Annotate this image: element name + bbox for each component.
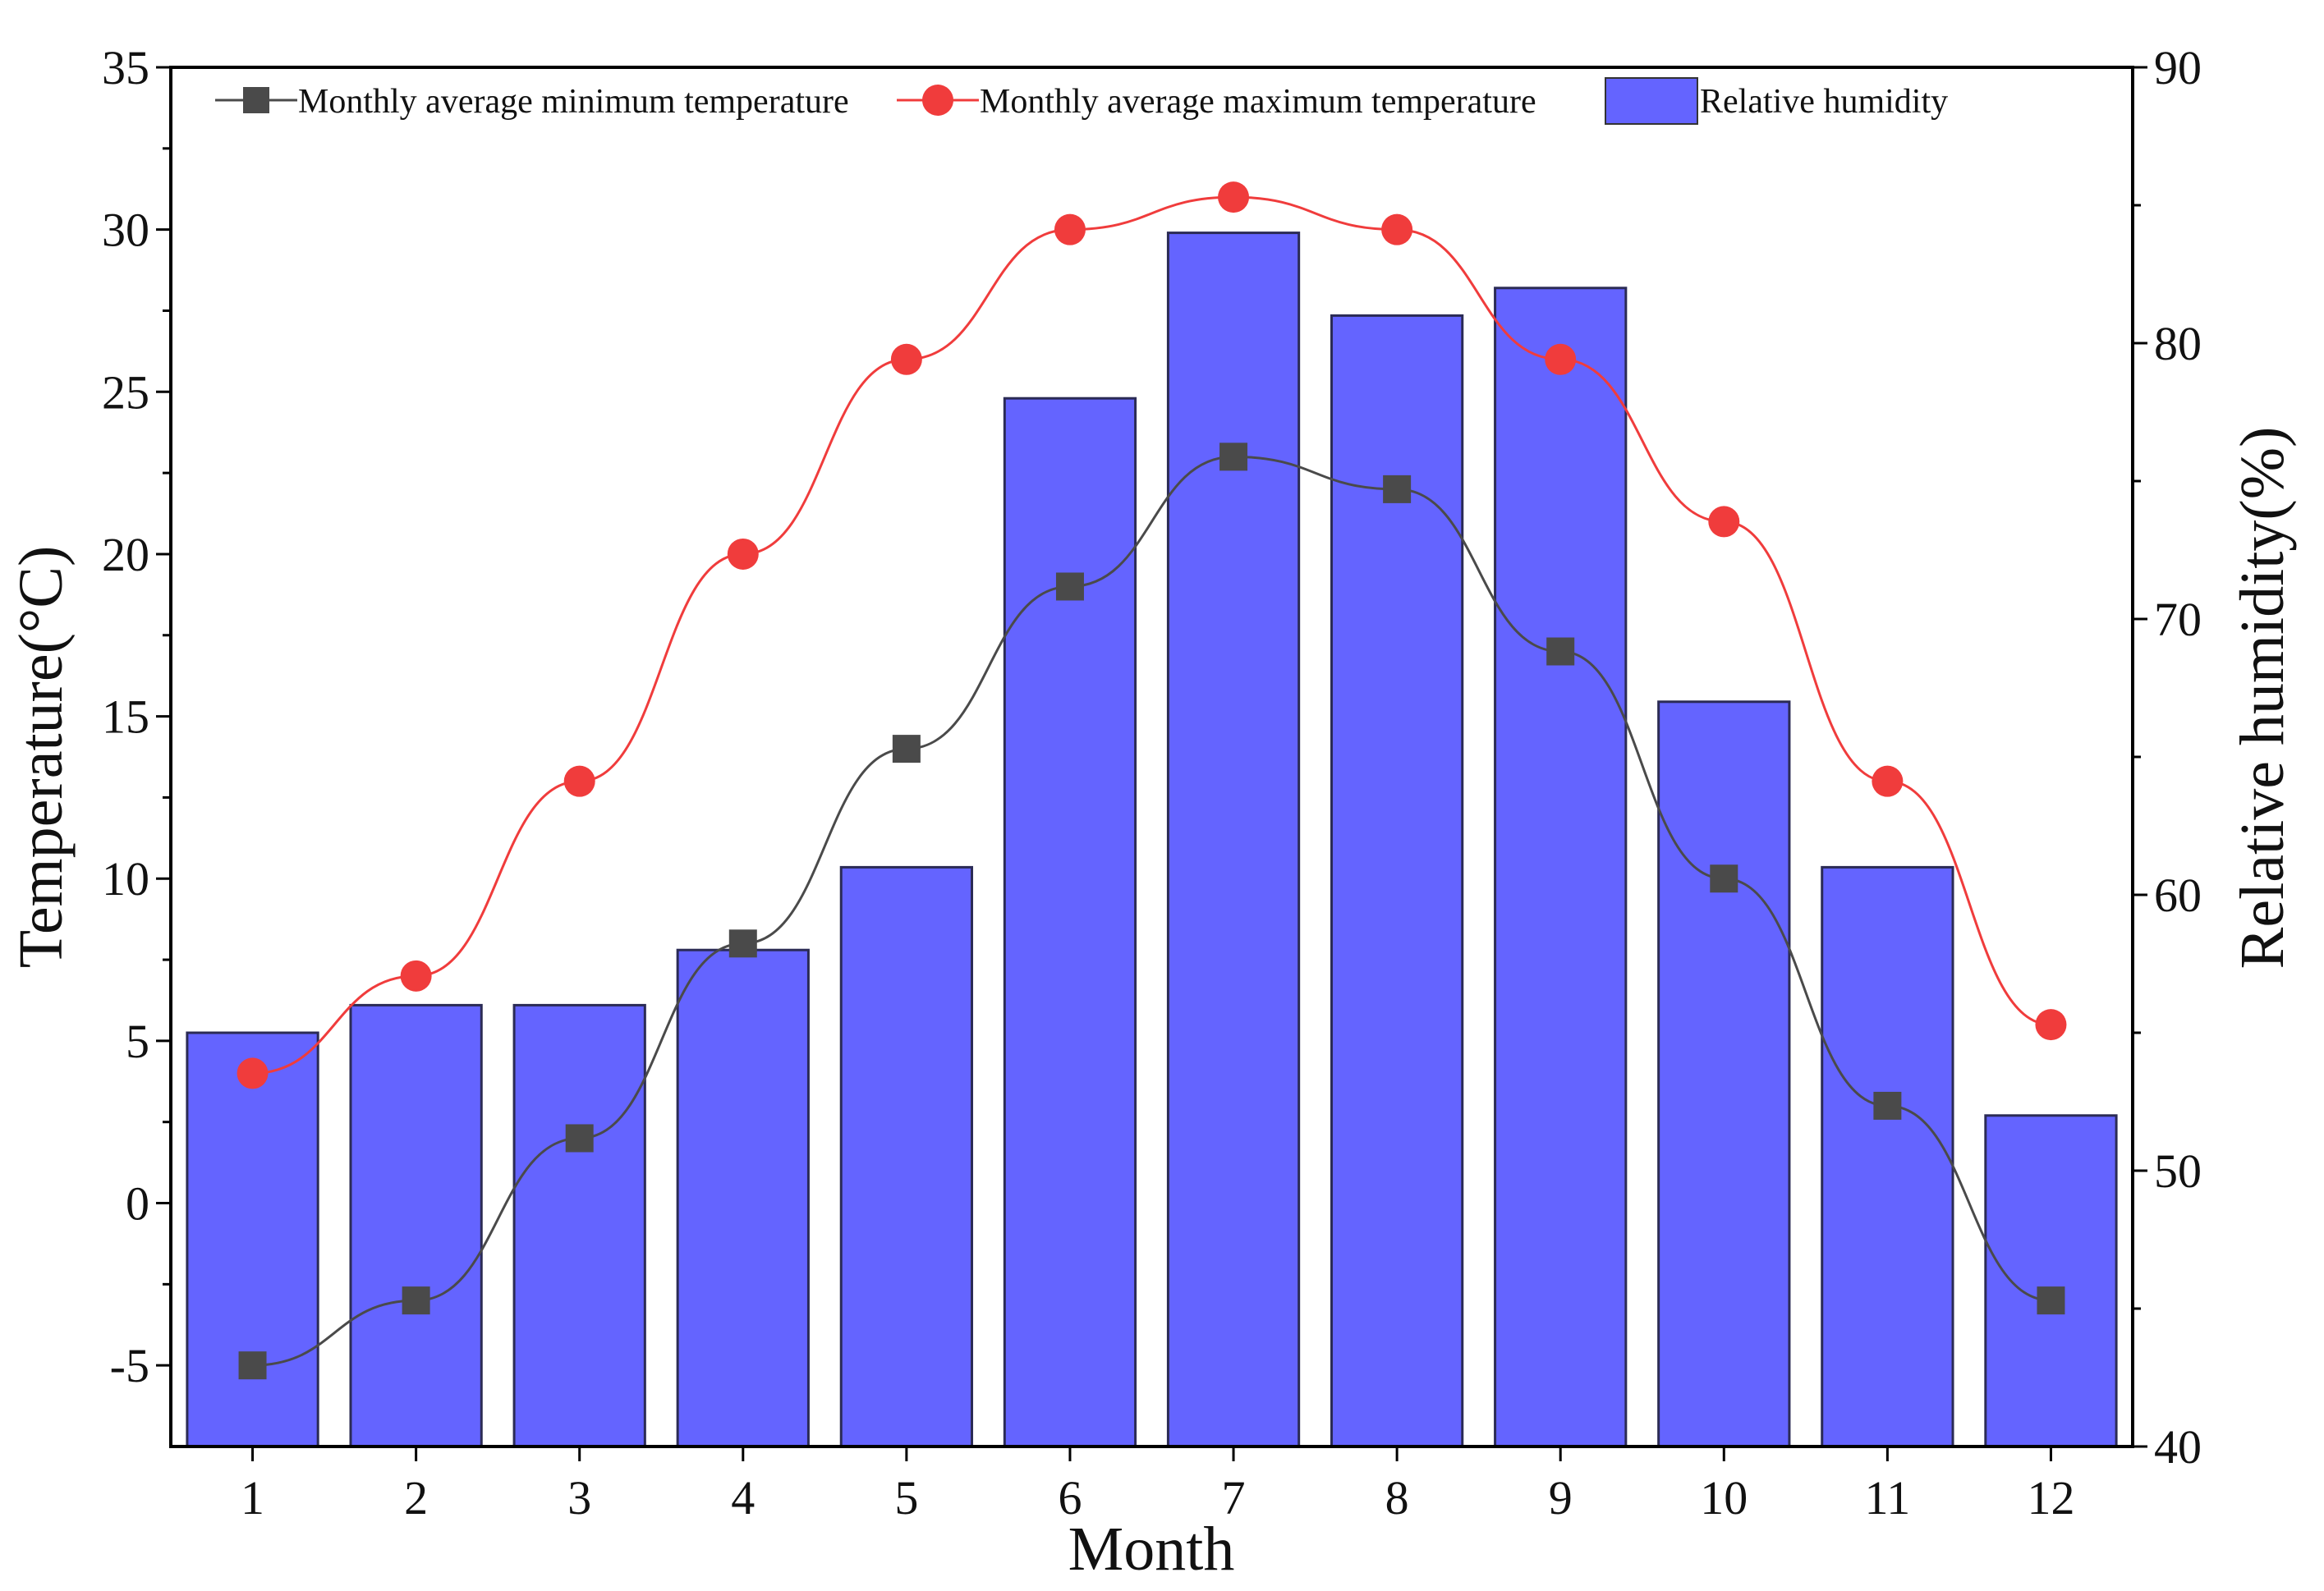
point-max-5 <box>890 343 922 375</box>
humidity-bar-5 <box>839 865 974 1448</box>
humidity-bar-11 <box>1821 865 1954 1448</box>
y-tick-label: 20 <box>102 528 149 581</box>
point-max-10 <box>1708 506 1740 538</box>
x-tick-label: 4 <box>731 1471 755 1525</box>
legend-max-marker-icon <box>922 85 953 116</box>
x-tick-label: 8 <box>1385 1471 1409 1525</box>
point-max-1 <box>237 1057 269 1089</box>
point-max-12 <box>2035 1009 2067 1041</box>
point-min-2 <box>402 1286 430 1315</box>
point-max-8 <box>1381 213 1413 245</box>
point-min-4 <box>728 929 757 958</box>
point-max-9 <box>1545 343 1577 375</box>
humidity-bar-1 <box>186 1031 319 1448</box>
humidity-bar-7 <box>1166 232 1301 1448</box>
humidity-bar-8 <box>1330 314 1464 1448</box>
y-tick-label: 5 <box>126 1015 149 1068</box>
legend-min-marker-icon <box>243 87 269 113</box>
humidity-bar-2 <box>349 1003 483 1448</box>
x-axis-title: Month <box>1068 1515 1235 1584</box>
y2-axis-title: Relative humidity(%) <box>2228 427 2297 970</box>
point-min-11 <box>1873 1091 1902 1120</box>
legend: Monthly average minimum temperature Mont… <box>215 77 1948 125</box>
humidity-bar-12 <box>1984 1114 2118 1448</box>
y-tick-label: 30 <box>102 204 149 257</box>
point-max-3 <box>563 765 595 797</box>
legend-max-label: Monthly average maximum temperature <box>980 83 1536 121</box>
y2-tick-label: 80 <box>2154 317 2202 370</box>
y-tick-label: 15 <box>102 690 149 744</box>
y-tick-label: 25 <box>102 365 149 419</box>
x-tick-label: 7 <box>1222 1471 1246 1525</box>
point-max-7 <box>1218 181 1250 213</box>
humidity-bar-4 <box>676 948 810 1448</box>
line-max-temperature <box>252 195 2051 1075</box>
humidity-bar-6 <box>1003 397 1137 1448</box>
x-tick-label: 3 <box>567 1471 591 1525</box>
x-tick-label: 1 <box>241 1471 264 1525</box>
point-min-5 <box>892 735 921 763</box>
x-tick-label: 6 <box>1058 1471 1082 1525</box>
point-min-9 <box>1546 637 1575 666</box>
x-tick-label: 11 <box>1864 1471 1910 1525</box>
y2-tick-label: 50 <box>2154 1144 2202 1198</box>
legend-humidity-label: Relative humidity <box>1700 83 1948 121</box>
x-tick-label: 10 <box>1700 1471 1748 1525</box>
y-axis-title: Temperature(°C) <box>7 546 76 969</box>
point-max-2 <box>400 960 432 992</box>
humidity-bar-10 <box>1657 700 1791 1448</box>
y-tick-label: 10 <box>102 852 149 906</box>
temperature-lines <box>237 181 2067 1380</box>
y-tick-label: -5 <box>110 1339 149 1392</box>
legend-min-label: Monthly average minimum temperature <box>298 83 849 121</box>
point-min-10 <box>1710 864 1738 893</box>
legend-humidity-swatch <box>1605 77 1698 125</box>
x-tick-label: 2 <box>404 1471 428 1525</box>
point-min-6 <box>1055 572 1084 601</box>
y2-tick-label: 70 <box>2154 593 2202 646</box>
point-max-6 <box>1054 213 1086 245</box>
point-min-12 <box>2037 1286 2065 1315</box>
y-tick-label: 0 <box>126 1177 149 1231</box>
point-min-8 <box>1383 475 1412 503</box>
x-tick-label: 5 <box>894 1471 918 1525</box>
point-max-4 <box>727 538 759 570</box>
point-min-1 <box>238 1351 267 1380</box>
y2-tick-label: 40 <box>2154 1420 2202 1474</box>
x-tick-label: 12 <box>2027 1471 2074 1525</box>
point-min-7 <box>1219 442 1248 471</box>
x-tick-label: 9 <box>1549 1471 1573 1525</box>
y2-tick-label: 90 <box>2154 41 2202 94</box>
point-min-3 <box>565 1124 594 1153</box>
y-tick-label: 35 <box>102 41 149 94</box>
humidity-bar-9 <box>1494 287 1628 1448</box>
humidity-bar-3 <box>512 1003 646 1448</box>
y2-tick-label: 60 <box>2154 869 2202 922</box>
point-max-11 <box>1872 765 1904 797</box>
